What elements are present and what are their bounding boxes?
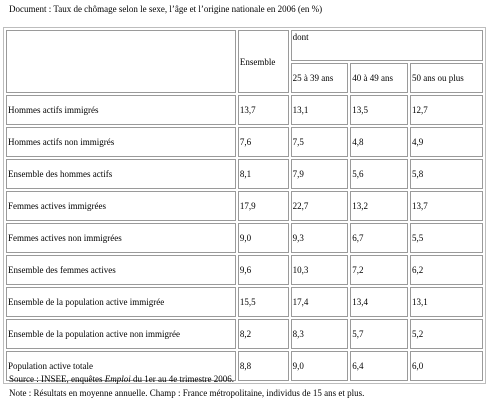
method-note: Note : Résultats en moyenne annuelle. Ch… <box>9 388 365 398</box>
row-label: Femmes actives non immigrées <box>6 223 236 253</box>
table-row: Ensemble des hommes actifs 8,1 7,9 5,6 5,8 <box>6 159 483 189</box>
table-row: Population active totale 8,8 9,0 6,4 6,0 <box>6 351 483 381</box>
source-note: Source : INSEE, enquêtes Emploi du 1er a… <box>9 374 234 384</box>
table-cell: 13,4 <box>350 287 409 317</box>
table-cell: 17,9 <box>237 191 289 221</box>
row-label: Ensemble de la population active immigré… <box>6 287 236 317</box>
header-empty-cell <box>6 30 236 93</box>
header-age-50-plus: 50 ans ou plus <box>410 63 483 93</box>
table-cell: 22,7 <box>290 191 349 221</box>
table-row: Hommes actifs immigrés 13,7 13,1 13,5 12,7 <box>6 95 483 125</box>
table-cell: 13,2 <box>350 191 409 221</box>
row-label: Femmes actives immigrées <box>6 191 236 221</box>
table-cell: 8,2 <box>237 319 289 349</box>
table-row: Ensemble de la population active non imm… <box>6 319 483 349</box>
table-cell: 13,1 <box>410 287 483 317</box>
row-label: Hommes actifs immigrés <box>6 95 236 125</box>
table-row: Femmes actives non immigrées 9,0 9,3 6,7 5,5 <box>6 223 483 253</box>
header-age-40-49: 40 à 49 ans <box>350 63 409 93</box>
table-cell: 10,3 <box>290 255 349 285</box>
table-row: Hommes actifs non immigrés 7,6 7,5 4,8 4,9 <box>6 127 483 157</box>
document-caption: Document : Taux de chômage selon le sexe… <box>9 4 323 14</box>
table-cell: 6,0 <box>410 351 483 381</box>
row-label: Ensemble de la population active non imm… <box>6 319 236 349</box>
table-header-row: Ensemble dont <box>6 30 483 93</box>
table-cell: 6,4 <box>350 351 409 381</box>
table-cell: 9,0 <box>237 223 289 253</box>
table-cell: 6,2 <box>410 255 483 285</box>
table-cell: 7,9 <box>290 159 349 189</box>
table-cell: 13,7 <box>410 191 483 221</box>
table-row: Ensemble des femmes actives 9,6 10,3 7,2 6,2 <box>6 255 483 285</box>
table-row: Ensemble de la population active immigré… <box>6 287 483 317</box>
table-cell: 5,5 <box>410 223 483 253</box>
header-dont: dont <box>290 30 483 61</box>
table-cell: 8,8 <box>237 351 289 381</box>
table-cell: 4,8 <box>350 127 409 157</box>
unemployment-table: Ensemble dont 25 à 39 ans 40 à 49 ans 50… <box>3 27 486 384</box>
table-cell: 13,1 <box>290 95 349 125</box>
table-cell: 15,5 <box>237 287 289 317</box>
table-cell: 13,5 <box>350 95 409 125</box>
table-cell: 8,1 <box>237 159 289 189</box>
source-suffix: du 1er au 4e trimestre 2006. <box>130 374 234 384</box>
table-cell: 4,9 <box>410 127 483 157</box>
table-cell: 7,2 <box>350 255 409 285</box>
table-cell: 13,7 <box>237 95 289 125</box>
source-prefix: Source : INSEE, enquêtes <box>9 374 105 384</box>
table-cell: 7,5 <box>290 127 349 157</box>
table-cell: 9,6 <box>237 255 289 285</box>
table-cell: 6,7 <box>350 223 409 253</box>
row-label: Population active totale <box>6 351 236 381</box>
table-cell: 7,6 <box>237 127 289 157</box>
table-cell: 9,0 <box>290 351 349 381</box>
table-cell: 5,2 <box>410 319 483 349</box>
table-cell: 8,3 <box>290 319 349 349</box>
header-age-25-39: 25 à 39 ans <box>290 63 349 93</box>
row-label: Hommes actifs non immigrés <box>6 127 236 157</box>
table-cell: 5,6 <box>350 159 409 189</box>
table-row: Femmes actives immigrées 17,9 22,7 13,2 13,7 <box>6 191 483 221</box>
source-emph: Emploi <box>104 374 131 384</box>
row-label: Ensemble des hommes actifs <box>6 159 236 189</box>
table-cell: 12,7 <box>410 95 483 125</box>
table-cell: 9,3 <box>290 223 349 253</box>
table-subheader-row: 25 à 39 ans 40 à 49 ans 50 ans ou plus <box>6 63 483 93</box>
table-cell: 5,7 <box>350 319 409 349</box>
table-cell: 5,8 <box>410 159 483 189</box>
table-cell: 17,4 <box>290 287 349 317</box>
row-label: Ensemble des femmes actives <box>6 255 236 285</box>
header-ensemble: Ensemble <box>237 30 289 93</box>
